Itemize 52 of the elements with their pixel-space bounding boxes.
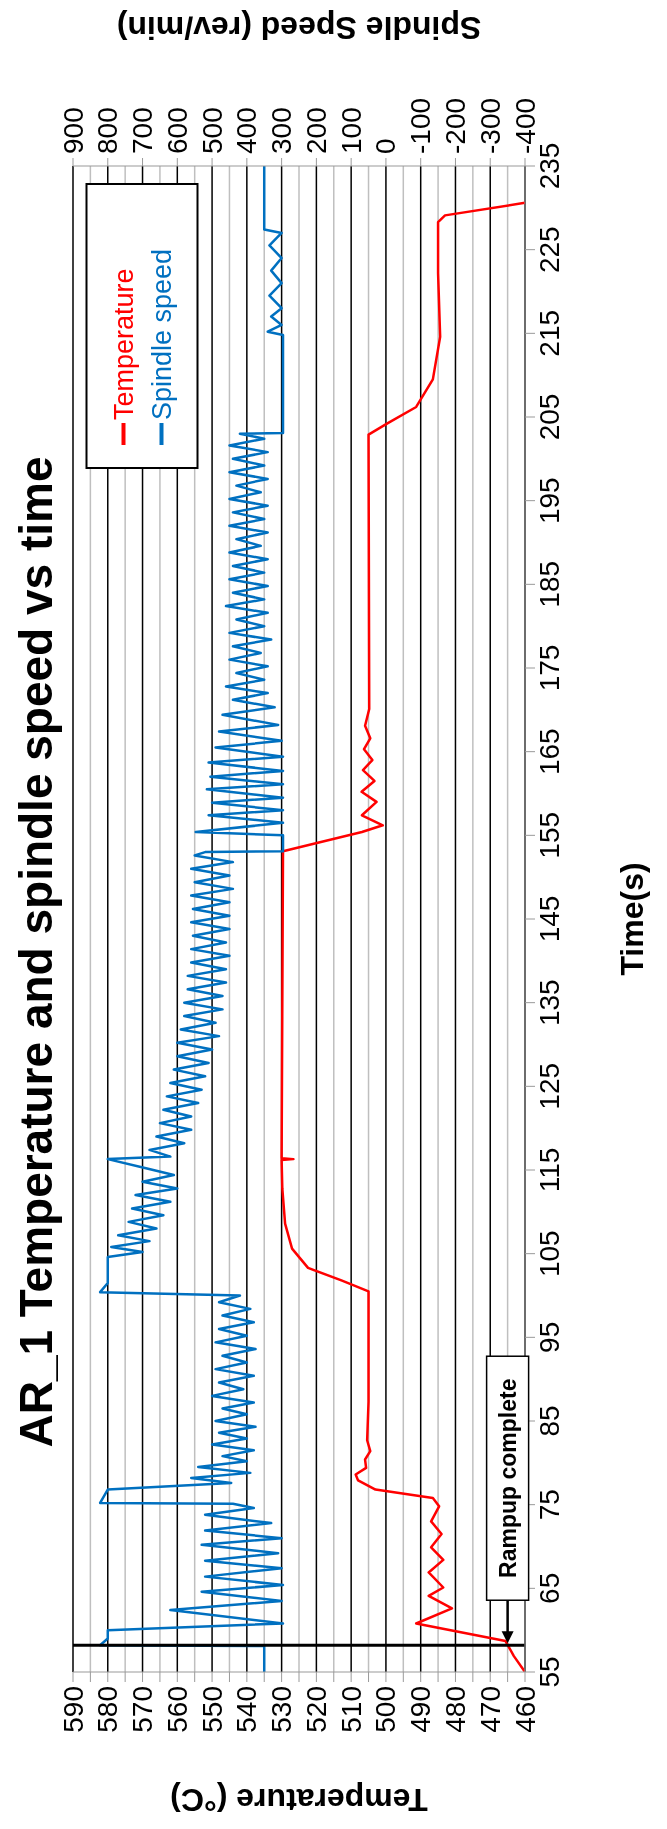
y-tick-label: 205 (534, 393, 565, 441)
x2-tick-label: 300 (266, 107, 298, 154)
x2-tick-label: 100 (335, 107, 367, 154)
x2-tick-label: 0 (370, 138, 402, 154)
annotation: Rampup complete (494, 1378, 521, 1578)
x2-tick-label: 400 (231, 107, 263, 154)
y-tick-label: 55 (534, 1656, 565, 1688)
x-tick-label: 490 (405, 1686, 437, 1733)
x-axis-title: Temperature (°C) (170, 1780, 428, 1818)
x-tick-label: 470 (474, 1686, 506, 1733)
x2-tick-label: -200 (439, 97, 471, 154)
x-tick-label: 520 (300, 1686, 332, 1733)
x-tick-label: 580 (92, 1686, 124, 1733)
x2-tick-label: 700 (127, 107, 159, 154)
y-tick-label: 215 (534, 309, 565, 357)
x-tick-label: 590 (57, 1686, 89, 1733)
x2-tick-label: 900 (57, 107, 89, 154)
y-tick-label: 125 (534, 1062, 565, 1110)
y-tick-label: 115 (534, 1147, 565, 1193)
x2-tick-label: 200 (300, 107, 332, 154)
x-tick-label: 500 (370, 1686, 402, 1733)
y-tick-label: 175 (534, 644, 565, 692)
y-tick-label: 135 (534, 979, 565, 1027)
x-tick-label: 560 (161, 1686, 193, 1733)
y-tick-label: 85 (534, 1405, 565, 1437)
y-tick-label: 195 (534, 477, 565, 525)
x2-tick-label: -300 (474, 97, 506, 154)
x2-tick-label: 800 (92, 107, 124, 154)
y-tick-label: 65 (534, 1572, 565, 1604)
x2-axis-title: Spindle Speed (rev/min) (116, 8, 482, 46)
y-tick-label: 225 (534, 226, 565, 274)
y-tick-label: 155 (534, 811, 565, 859)
y-axis-title: Time(s) (613, 862, 651, 976)
x-tick-label: 570 (127, 1686, 159, 1733)
x2-tick-label: -100 (405, 97, 437, 154)
legend-frame: Temperature Spindle speed (85, 183, 198, 469)
y-tick-label: 95 (534, 1321, 565, 1353)
x2-tick-label: 600 (161, 107, 193, 154)
x2-tick-label: 500 (196, 107, 228, 154)
y-tick-label: 75 (534, 1489, 565, 1521)
y-tick-label: 185 (534, 560, 565, 608)
x-tick-label: 540 (231, 1686, 263, 1733)
y-tick-label: 105 (534, 1230, 565, 1278)
x-tick-label: 550 (196, 1686, 228, 1733)
text: AR_1 Temperature and spindle speed vs time (9, 456, 63, 1448)
x-tick-label: 480 (439, 1686, 471, 1733)
y-tick-label: 165 (534, 728, 565, 776)
y-tick-label: 145 (534, 895, 565, 943)
x-tick-label: 460 (509, 1686, 541, 1733)
x-tick-label: 530 (266, 1686, 298, 1733)
line-series (280, 201, 525, 1672)
x-tick-label: 510 (335, 1686, 367, 1733)
